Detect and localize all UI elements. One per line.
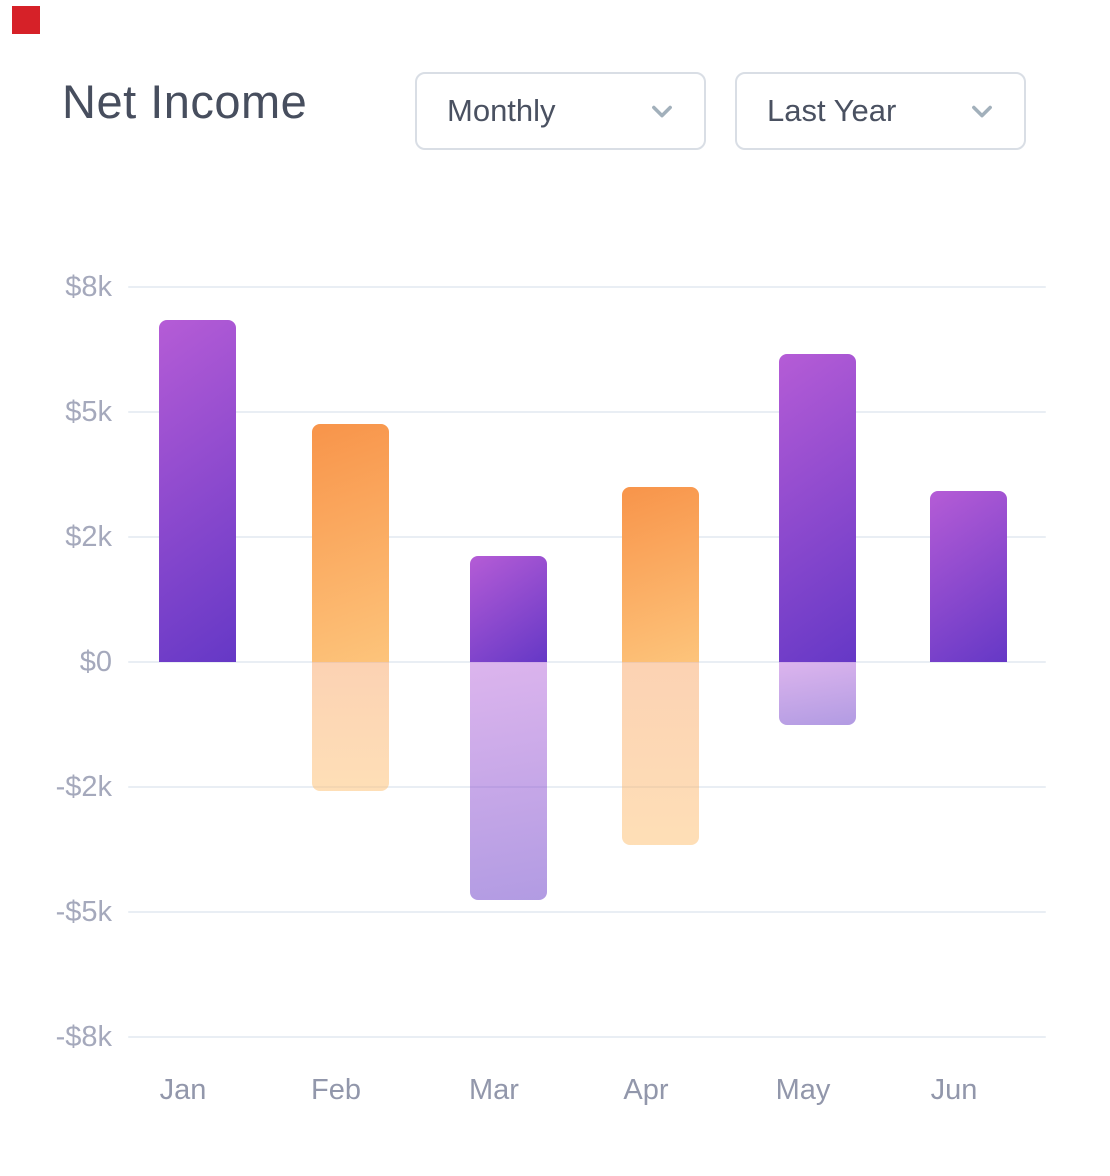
bar-mar-negative[interactable] <box>469 662 547 900</box>
x-axis-month-label: Mar <box>469 1074 519 1106</box>
bar-jan-positive[interactable] <box>158 320 236 662</box>
bar-apr-negative[interactable] <box>621 662 699 845</box>
gridline <box>128 536 1046 538</box>
gridline <box>128 286 1046 288</box>
y-axis-tick-label: -$5k <box>55 896 112 928</box>
red-square-marker <box>12 6 40 34</box>
gridline <box>128 1036 1046 1038</box>
period-dropdown[interactable]: Monthly <box>415 72 706 150</box>
gridline <box>128 411 1046 413</box>
gridline <box>128 786 1046 788</box>
x-axis-month-label: Apr <box>623 1074 669 1106</box>
x-axis-month-label: May <box>775 1074 831 1106</box>
bar-apr-positive[interactable] <box>621 487 699 662</box>
chevron-down-icon <box>648 97 676 125</box>
y-axis-tick-label: $0 <box>79 646 112 678</box>
gridline <box>128 911 1046 913</box>
gridline <box>128 661 1046 663</box>
x-axis-month-label: Jun <box>930 1074 978 1106</box>
x-axis-month-label: Feb <box>311 1074 361 1106</box>
chevron-down-icon <box>968 97 996 125</box>
y-axis-tick-label: $2k <box>65 521 112 553</box>
bar-may-negative[interactable] <box>778 662 856 725</box>
range-dropdown[interactable]: Last Year <box>735 72 1026 150</box>
bar-jun-positive[interactable] <box>929 491 1007 662</box>
bar-may-positive[interactable] <box>778 354 856 662</box>
bar-mar-positive[interactable] <box>469 556 547 662</box>
y-axis-tick-label: -$8k <box>55 1021 112 1053</box>
y-axis-tick-label: $8k <box>65 271 112 303</box>
y-axis-tick-label: $5k <box>65 396 112 428</box>
y-axis-tick-label: -$2k <box>55 771 112 803</box>
bar-feb-positive[interactable] <box>311 424 389 662</box>
period-dropdown-value: Monthly <box>447 93 556 128</box>
range-dropdown-value: Last Year <box>767 93 897 128</box>
x-axis-month-label: Jan <box>159 1074 207 1106</box>
page-title: Net Income <box>62 75 308 128</box>
bar-feb-negative[interactable] <box>311 662 389 791</box>
